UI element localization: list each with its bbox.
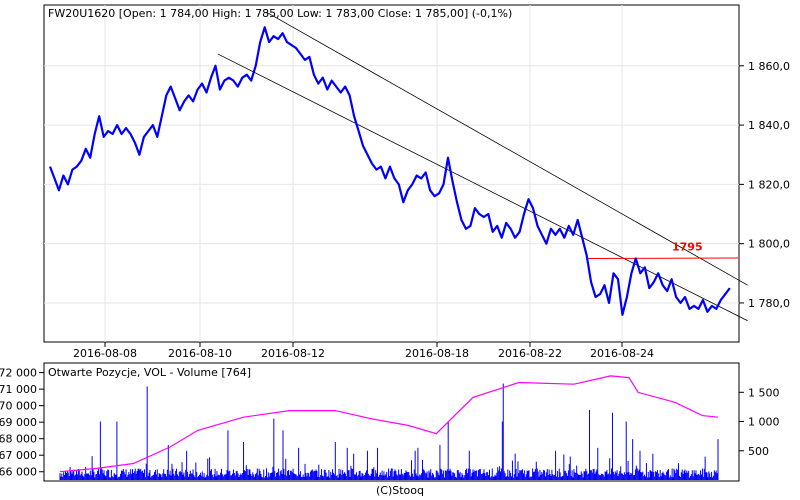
price-series xyxy=(48,26,731,316)
price-panel: 1 860,0 1 840,0 1 820,0 1 800,0 1 780,0 2016… xyxy=(43,4,790,360)
oi-y-tick-label: 69 000 xyxy=(0,416,37,429)
price-y-tick-label: 1 820,0 xyxy=(748,178,790,191)
price-line xyxy=(48,26,731,316)
volume-panel: 500 1 000 1 500 72 000 71 000 70 000 69 000 68… xyxy=(0,362,780,482)
volume-y-axis: 500 1 000 1 500 xyxy=(739,386,780,458)
footer-copyright: (C)Stooq xyxy=(376,484,424,497)
volume-y-tick-label: 1 500 xyxy=(748,386,780,399)
price-x-tick-label: 2016-08-24 xyxy=(590,347,654,360)
price-x-tick-label: 2016-08-08 xyxy=(73,347,137,360)
volume-y-tick-label: 500 xyxy=(748,445,769,458)
oi-y-tick-label: 70 000 xyxy=(0,400,37,413)
open-interest-polyline xyxy=(59,375,719,473)
oi-y-tick-label: 66 000 xyxy=(0,466,37,479)
volume-chart-title: Otwarte Pozycje, VOL - Volume [764] xyxy=(48,366,251,379)
price-y-tick-label: 1 840,0 xyxy=(748,119,790,132)
open-interest-line xyxy=(59,375,719,473)
trend-channel-line xyxy=(266,12,748,286)
price-y-tick-label: 1 780,0 xyxy=(748,297,790,310)
volume-bars xyxy=(59,383,719,480)
reference-line-label: 1795 xyxy=(672,240,703,253)
price-x-axis: 2016-08-08 2016-08-10 2016-08-12 2016-08-18… xyxy=(73,342,654,360)
price-x-tick-label: 2016-08-18 xyxy=(405,347,469,360)
oi-y-tick-label: 68 000 xyxy=(0,433,37,446)
price-chart-title: FW20U1620 [Open: 1 784,00 High: 1 785,00… xyxy=(48,7,512,20)
volume-y-tick-label: 1 000 xyxy=(748,416,780,429)
oi-y-tick-label: 72 000 xyxy=(0,367,37,380)
oi-y-tick-label: 67 000 xyxy=(0,449,37,462)
price-x-tick-label: 2016-08-12 xyxy=(261,347,325,360)
price-x-tick-label: 2016-08-22 xyxy=(498,347,562,360)
open-interest-y-axis: 72 000 71 000 70 000 69 000 68 000 67 000 66 0… xyxy=(0,367,44,479)
price-y-tick-label: 1 800,0 xyxy=(748,238,790,251)
price-y-axis: 1 860,0 1 840,0 1 820,0 1 800,0 1 780,0 xyxy=(739,60,790,310)
price-x-tick-label: 2016-08-10 xyxy=(168,347,232,360)
reference-line-1795 xyxy=(586,257,739,259)
oi-y-tick-label: 71 000 xyxy=(0,383,37,396)
price-y-tick-label: 1 860,0 xyxy=(748,60,790,73)
